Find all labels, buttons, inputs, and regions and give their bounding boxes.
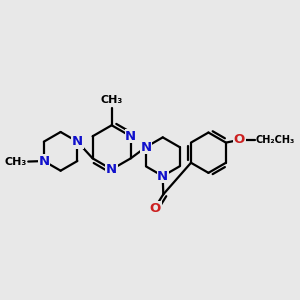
Text: N: N: [157, 169, 168, 183]
Text: CH₂CH₃: CH₂CH₃: [256, 135, 295, 145]
Text: N: N: [106, 163, 117, 176]
Text: N: N: [38, 154, 50, 167]
Text: O: O: [150, 202, 161, 215]
Text: O: O: [234, 134, 245, 146]
Text: N: N: [72, 135, 83, 148]
Text: CH₃: CH₃: [100, 94, 123, 105]
Text: N: N: [125, 130, 136, 143]
Text: CH₃: CH₃: [5, 157, 27, 166]
Text: N: N: [140, 140, 152, 154]
